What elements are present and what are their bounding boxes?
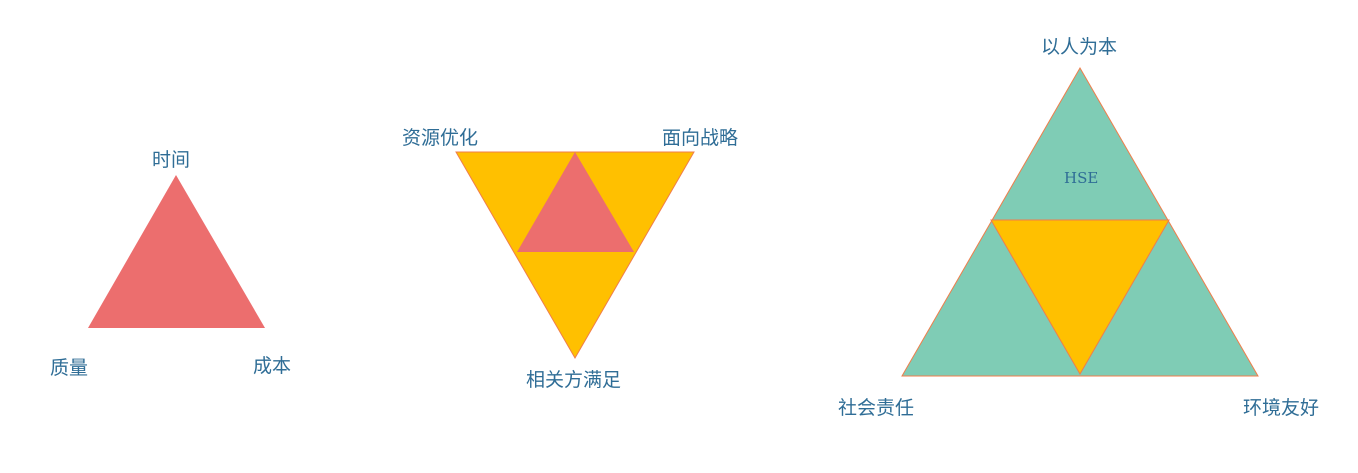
triangle-time-quality-cost (88, 175, 265, 328)
label-cost: 成本 (253, 355, 292, 377)
label-resource-optimization: 资源优化 (402, 127, 479, 149)
label-social-responsibility: 社会责任 (838, 397, 915, 419)
label-time: 时间 (152, 149, 191, 171)
label-strategy-oriented: 面向战略 (662, 127, 739, 149)
label-environment-friendly: 环境友好 (1243, 397, 1320, 419)
label-people-oriented: 以人为本 (1041, 36, 1118, 58)
hse-inner-inverted-triangle (990, 219, 1170, 375)
label-quality: 质量 (50, 357, 89, 379)
inner-triangle-center (517, 152, 634, 252)
label-stakeholder-satisfaction: 相关方满足 (526, 369, 622, 391)
label-hse: HSE (1064, 169, 1099, 187)
